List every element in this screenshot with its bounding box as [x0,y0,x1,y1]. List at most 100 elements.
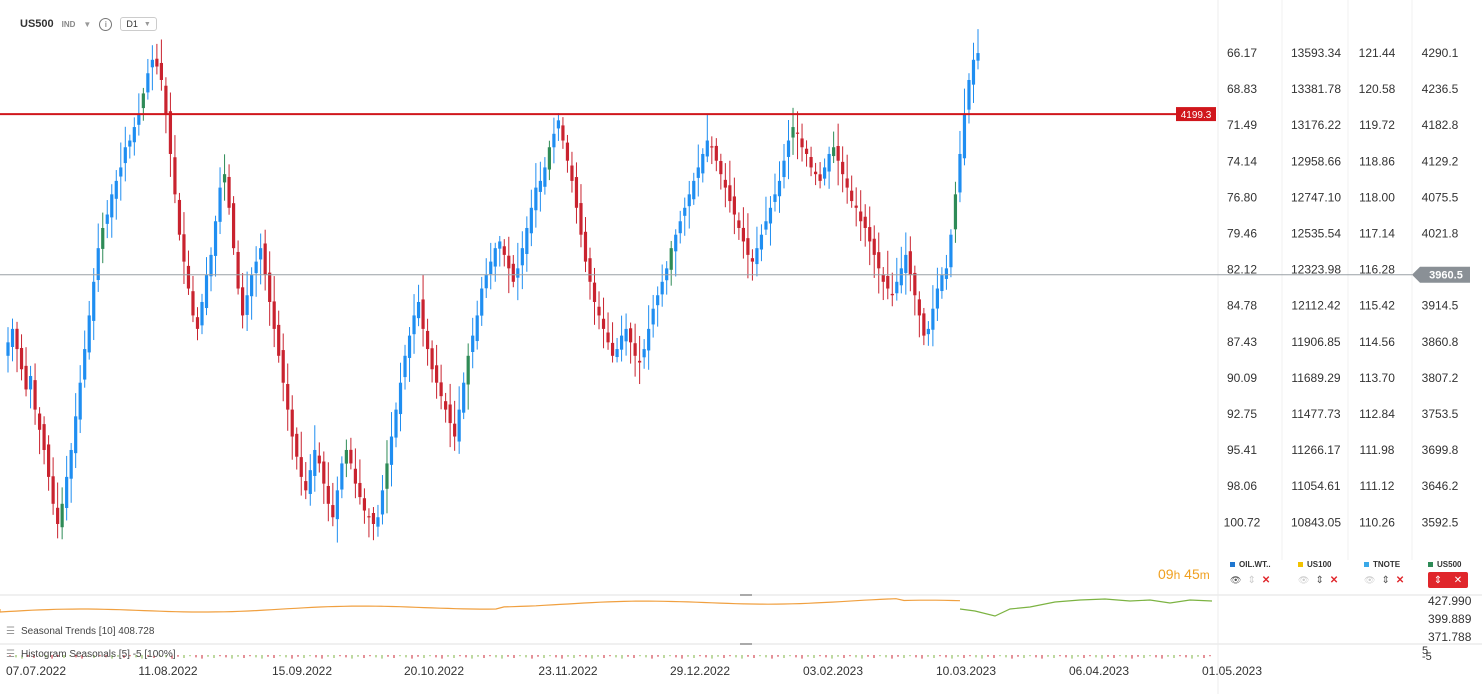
candle-body [105,214,109,224]
us500-remove-button[interactable]: ⇕ ✕ [1428,572,1468,588]
sort-icon[interactable]: ⇕ [1247,575,1256,586]
y-tick-label: 98.06 [1227,479,1257,493]
eye-icon[interactable]: 👁 [1230,575,1242,585]
info-icon[interactable]: i [99,17,113,31]
x-tick-label: 20.10.2022 [404,664,464,678]
candle-body [624,328,628,342]
candle-body [493,248,497,267]
candle-body [786,140,791,157]
sort-icon[interactable]: ⇕ [1315,575,1324,586]
sort-icon: ⇕ [1433,574,1443,586]
series-color-swatch [1428,562,1433,567]
candle-body [723,179,727,188]
histogram-text: Histogram Seasonals [5] -5 [100%] [20,649,176,660]
candle-body [538,180,542,192]
candle-body [674,234,678,252]
candle-body [543,167,547,187]
sort-icon[interactable]: ⇕ [1381,575,1390,586]
candle-body [335,490,339,520]
candle-body [976,53,980,61]
candle-body [647,328,651,351]
candle-body [299,457,303,477]
seasonal-trends-label[interactable]: ☰ Seasonal Trends [10] 408.728 [6,626,154,637]
candle-body [692,180,696,200]
instrument-type: IND [61,19,76,29]
y-tick-label: 11054.61 [1291,479,1340,493]
overlay-layer: 4199.3 3960.5 [0,107,1470,283]
candle-body [200,301,204,326]
y-axes: 66.17 68.83 71.49 74.14 76.80 79.46 82.12 84.78… [1224,46,1459,529]
close-icon[interactable]: ✕ [1329,575,1339,586]
candle-body [471,335,475,352]
countdown-hours: 09 [1158,566,1174,582]
x-tick-label: 11.08.2022 [138,664,197,678]
candle-body [791,127,795,138]
candle-body [741,227,745,242]
candle-body [777,180,782,197]
candle-body [425,330,430,350]
candle-body [263,243,267,276]
candle-body [51,476,55,504]
y-tick-label: 113.70 [1359,371,1395,385]
candle-body [895,281,899,294]
candle-body [250,275,254,297]
candle-body [782,160,786,178]
candle-body [962,113,967,159]
y-tick-label: 79.46 [1227,227,1257,241]
close-icon[interactable]: ✕ [1395,575,1405,586]
y-tick-label: 68.83 [1227,82,1257,96]
candle-body [475,315,479,342]
candle-body [732,196,736,215]
candle-body [931,308,935,330]
candle-body [714,145,718,161]
candle-body [412,315,416,335]
histogram-axis-label: -5 [1422,651,1432,663]
candle-body [597,306,601,316]
y-tick-label: 11477.73 [1291,407,1340,421]
candle-body [480,288,484,316]
eye-icon[interactable]: 👁 [1364,575,1376,585]
indicator-menu-icon[interactable]: ☰ [6,649,15,660]
legend-us500: US500 [1428,560,1461,569]
y-tick-label: 76.80 [1227,190,1257,204]
timeframe-select[interactable]: D1 ▼ [120,17,157,31]
candle-countdown: 09h 45m [1158,566,1210,582]
histogram-axis-label: 5 [1422,645,1428,657]
chart-header: US500 IND ▼ i D1 ▼ [20,14,157,34]
candle-body [241,287,245,316]
y-tick-label: 66.17 [1227,46,1257,60]
candle-body [186,265,191,289]
candle-body [908,251,912,276]
close-icon[interactable]: ✕ [1261,575,1271,586]
eye-icon[interactable]: 👁 [1298,575,1310,585]
histogram-label[interactable]: ☰ Histogram Seasonals [5] -5 [100%] [6,649,176,660]
indicator-menu-icon[interactable]: ☰ [6,626,15,637]
legend-name: OIL.WT.. [1239,560,1271,569]
candle-body [899,268,903,286]
y-tick-label: 118.86 [1359,154,1395,168]
y-tick-label: 87.43 [1227,335,1257,349]
y-tick-label: 92.75 [1227,407,1257,421]
chevron-down-icon[interactable]: ▼ [83,19,92,29]
candle-body [245,295,249,315]
candle-body [547,147,551,170]
series-color-swatch [1230,562,1235,567]
candle-body [204,275,209,309]
y-tick-label: 119.72 [1359,118,1395,132]
y-tick-label: 95.41 [1227,443,1257,457]
candle-body [236,251,240,289]
candle-body [759,234,764,250]
candle-body [656,295,660,306]
chevron-down-icon: ▼ [143,20,151,28]
candle-body [466,355,470,385]
candle-body [389,436,394,465]
symbol-label[interactable]: US500 [20,18,54,30]
y-tick-label: 4075.5 [1422,190,1459,204]
y-tick-label: 118.00 [1359,190,1395,204]
candle-body [96,248,100,281]
candle-body [967,79,971,110]
candle-body [728,185,732,202]
y-tick-label: 13176.22 [1291,118,1341,132]
